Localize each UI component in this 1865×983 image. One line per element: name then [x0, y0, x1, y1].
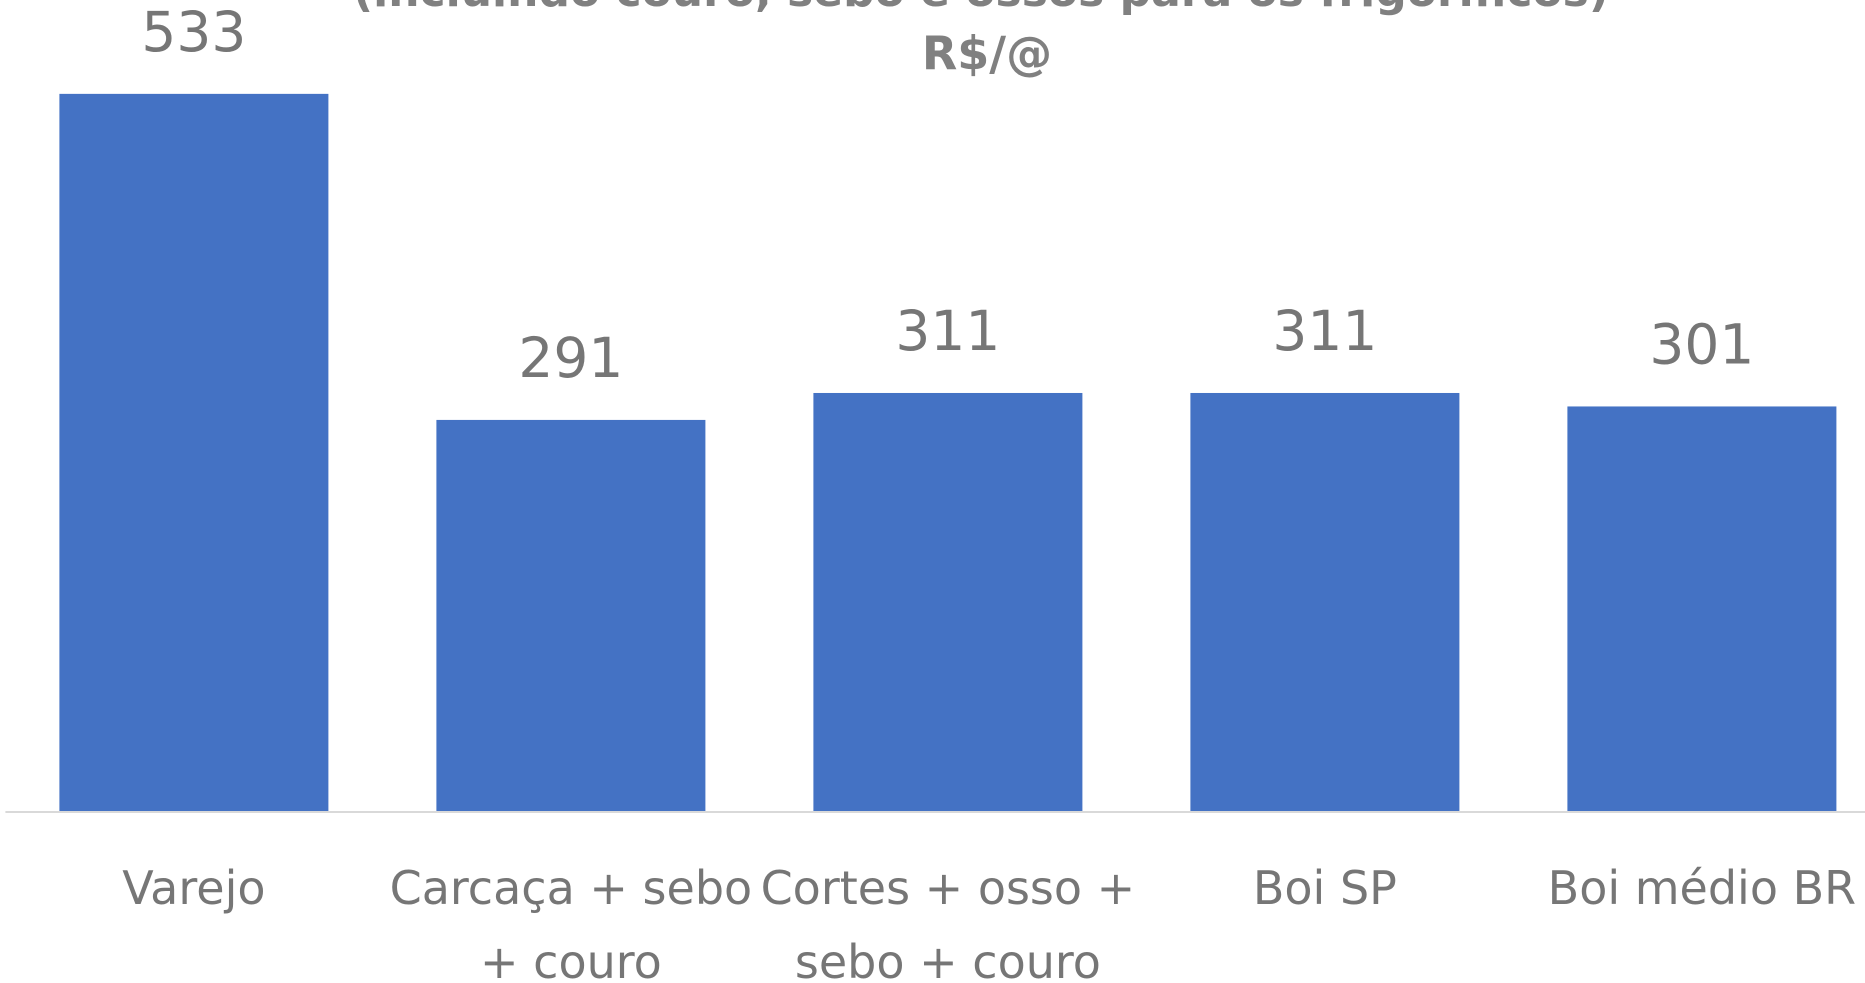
- bar: [1190, 392, 1460, 812]
- x-tick-label: Boi SP: [1252, 861, 1397, 915]
- bar: [436, 419, 706, 812]
- x-tick-label: Cortes + osso + sebo + couro: [760, 861, 1136, 983]
- bar: [59, 93, 329, 812]
- value-label: 311: [1272, 299, 1377, 363]
- value-label: 301: [1649, 313, 1754, 377]
- value-label: 533: [141, 0, 246, 64]
- unit-label: R$/@: [922, 27, 1052, 81]
- x-tick-label: Carcaça + sebo + couro: [389, 861, 753, 983]
- x-tick-label: Varejo: [122, 861, 266, 915]
- value-label: 311: [895, 299, 1000, 363]
- chart-subtitle: (incluindo couro, sebo e ossos para os f…: [353, 0, 1609, 17]
- value-label: 291: [518, 326, 623, 390]
- bar: [813, 392, 1083, 812]
- bar: [1567, 406, 1837, 812]
- x-tick-label: Boi médio BR: [1547, 861, 1857, 915]
